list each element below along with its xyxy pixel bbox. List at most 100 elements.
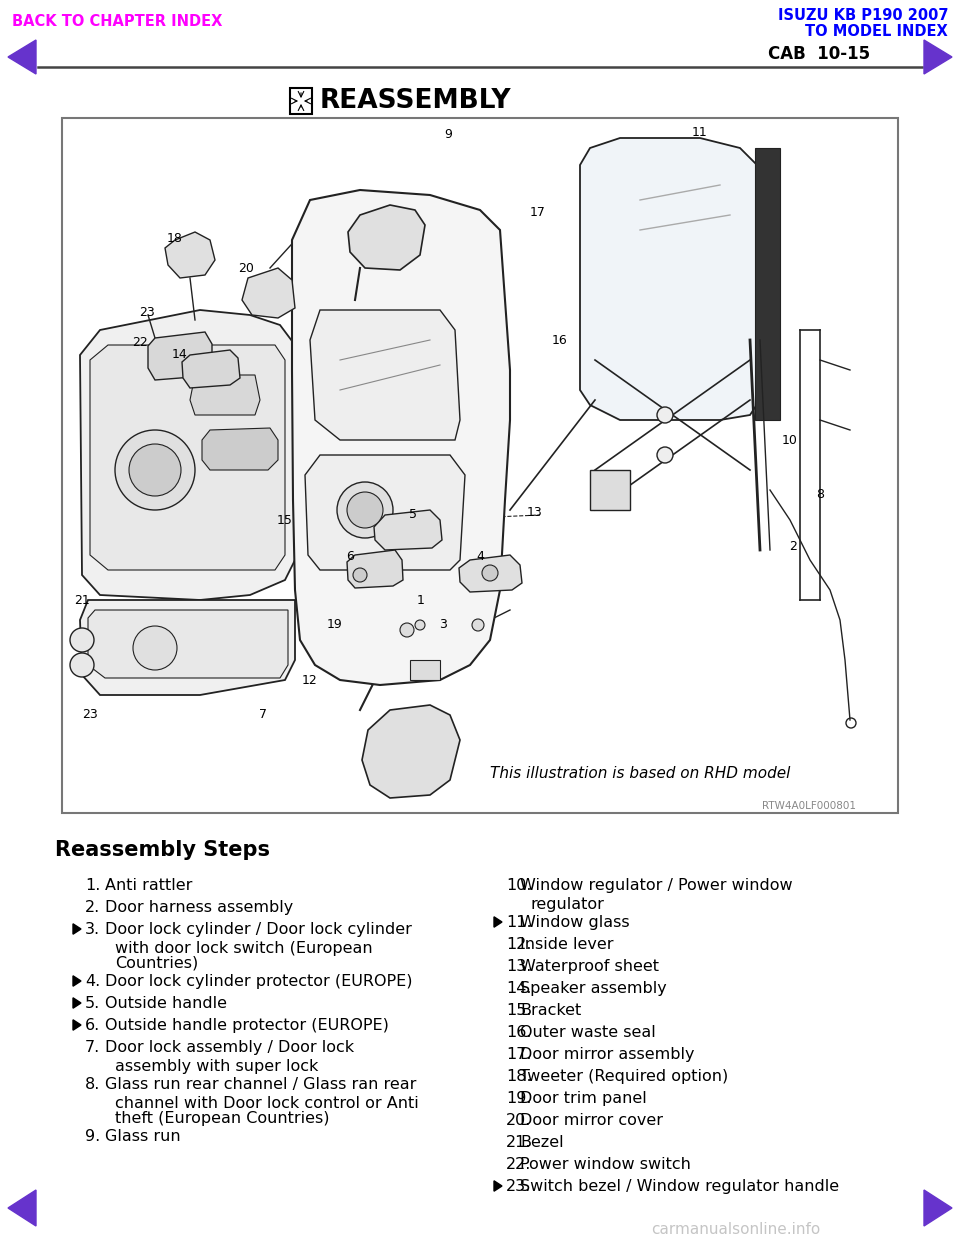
FancyBboxPatch shape — [290, 88, 312, 114]
Text: Outside handle: Outside handle — [105, 996, 227, 1011]
Text: 8.: 8. — [85, 1077, 101, 1092]
Polygon shape — [90, 345, 285, 570]
Text: 13: 13 — [527, 507, 542, 519]
Polygon shape — [88, 610, 288, 678]
Circle shape — [337, 482, 393, 538]
Text: 22.: 22. — [506, 1158, 532, 1172]
Polygon shape — [459, 555, 522, 592]
Text: 5.: 5. — [85, 996, 100, 1011]
Circle shape — [70, 653, 94, 677]
Text: Tweeter (Required option): Tweeter (Required option) — [520, 1069, 729, 1084]
Text: 14.: 14. — [506, 981, 532, 996]
Text: 8: 8 — [816, 488, 824, 502]
Polygon shape — [924, 40, 952, 75]
Text: 7.: 7. — [85, 1040, 100, 1054]
Text: 5: 5 — [409, 508, 417, 522]
Polygon shape — [590, 469, 630, 510]
Polygon shape — [182, 350, 240, 388]
Polygon shape — [292, 190, 510, 686]
Text: 10.: 10. — [506, 878, 532, 893]
Circle shape — [472, 619, 484, 631]
Polygon shape — [494, 917, 502, 928]
Circle shape — [415, 620, 425, 630]
Circle shape — [400, 623, 414, 637]
Circle shape — [482, 565, 498, 581]
Text: 1: 1 — [417, 595, 425, 607]
Text: TO MODEL INDEX: TO MODEL INDEX — [805, 24, 948, 39]
Text: 19: 19 — [327, 619, 343, 631]
Circle shape — [133, 626, 177, 669]
Polygon shape — [202, 428, 278, 469]
Text: Window regulator / Power window: Window regulator / Power window — [520, 878, 793, 893]
Text: 18: 18 — [167, 231, 183, 245]
Polygon shape — [755, 148, 780, 420]
Text: Door harness assembly: Door harness assembly — [105, 900, 293, 915]
Polygon shape — [8, 1190, 36, 1226]
Polygon shape — [242, 268, 295, 318]
Text: BACK TO CHAPTER INDEX: BACK TO CHAPTER INDEX — [12, 14, 223, 29]
Text: 23: 23 — [139, 307, 155, 319]
Circle shape — [70, 628, 94, 652]
Text: Countries): Countries) — [115, 956, 199, 971]
Text: Door lock cylinder / Door lock cylinder: Door lock cylinder / Door lock cylinder — [105, 922, 412, 936]
Polygon shape — [580, 138, 760, 420]
Text: 9.: 9. — [85, 1129, 100, 1144]
Text: Outer waste seal: Outer waste seal — [520, 1025, 656, 1040]
Polygon shape — [347, 550, 403, 587]
Text: 21.: 21. — [506, 1135, 532, 1150]
Text: 11.: 11. — [506, 915, 532, 930]
Text: 15.: 15. — [506, 1004, 532, 1018]
Polygon shape — [80, 310, 295, 600]
Circle shape — [353, 568, 367, 582]
Polygon shape — [310, 310, 460, 440]
Text: 12: 12 — [302, 673, 318, 687]
Text: Door mirror cover: Door mirror cover — [520, 1113, 663, 1128]
Text: Bracket: Bracket — [520, 1004, 581, 1018]
Text: Bezel: Bezel — [520, 1135, 564, 1150]
Text: 23: 23 — [83, 708, 98, 722]
Text: 20: 20 — [238, 262, 254, 274]
Polygon shape — [80, 600, 295, 696]
Text: Outside handle protector (EUROPE): Outside handle protector (EUROPE) — [105, 1018, 389, 1033]
Polygon shape — [73, 997, 81, 1009]
Text: Window glass: Window glass — [520, 915, 630, 930]
Text: Speaker assembly: Speaker assembly — [520, 981, 667, 996]
Text: theft (European Countries): theft (European Countries) — [115, 1112, 329, 1126]
Text: Waterproof sheet: Waterproof sheet — [520, 959, 659, 974]
Polygon shape — [73, 976, 81, 986]
Text: 2.: 2. — [85, 900, 100, 915]
Bar — [410, 660, 440, 681]
Text: regulator: regulator — [530, 897, 604, 912]
Polygon shape — [165, 232, 215, 278]
Text: REASSEMBLY: REASSEMBLY — [320, 88, 512, 114]
Text: channel with Door lock control or Anti: channel with Door lock control or Anti — [115, 1095, 419, 1112]
Text: 20.: 20. — [506, 1113, 532, 1128]
Text: 2: 2 — [789, 540, 797, 554]
Text: 17: 17 — [530, 205, 546, 219]
Text: Glass run: Glass run — [105, 1129, 180, 1144]
Polygon shape — [305, 455, 465, 570]
Text: Door trim panel: Door trim panel — [520, 1090, 647, 1105]
Text: Inside lever: Inside lever — [520, 936, 613, 953]
Text: Door lock assembly / Door lock: Door lock assembly / Door lock — [105, 1040, 354, 1054]
Text: 13.: 13. — [506, 959, 532, 974]
Text: 19.: 19. — [506, 1090, 532, 1105]
Polygon shape — [148, 332, 212, 380]
Text: 4.: 4. — [85, 974, 100, 989]
Text: 4: 4 — [476, 549, 484, 563]
Circle shape — [657, 407, 673, 424]
Text: Switch bezel / Window regulator handle: Switch bezel / Window regulator handle — [520, 1179, 839, 1194]
Text: Reassembly Steps: Reassembly Steps — [55, 840, 270, 859]
Text: 1.: 1. — [85, 878, 101, 893]
Text: 16: 16 — [552, 334, 568, 347]
Text: Glass run rear channel / Glass ran rear: Glass run rear channel / Glass ran rear — [105, 1077, 417, 1092]
Text: 15: 15 — [277, 513, 293, 527]
Text: 21: 21 — [74, 594, 90, 606]
Polygon shape — [374, 510, 442, 550]
Text: 6: 6 — [346, 549, 354, 563]
Text: 9: 9 — [444, 128, 452, 142]
Polygon shape — [494, 1181, 502, 1191]
Text: RTW4A0LF000801: RTW4A0LF000801 — [762, 801, 856, 811]
FancyBboxPatch shape — [62, 118, 898, 814]
Text: 7: 7 — [259, 708, 267, 722]
